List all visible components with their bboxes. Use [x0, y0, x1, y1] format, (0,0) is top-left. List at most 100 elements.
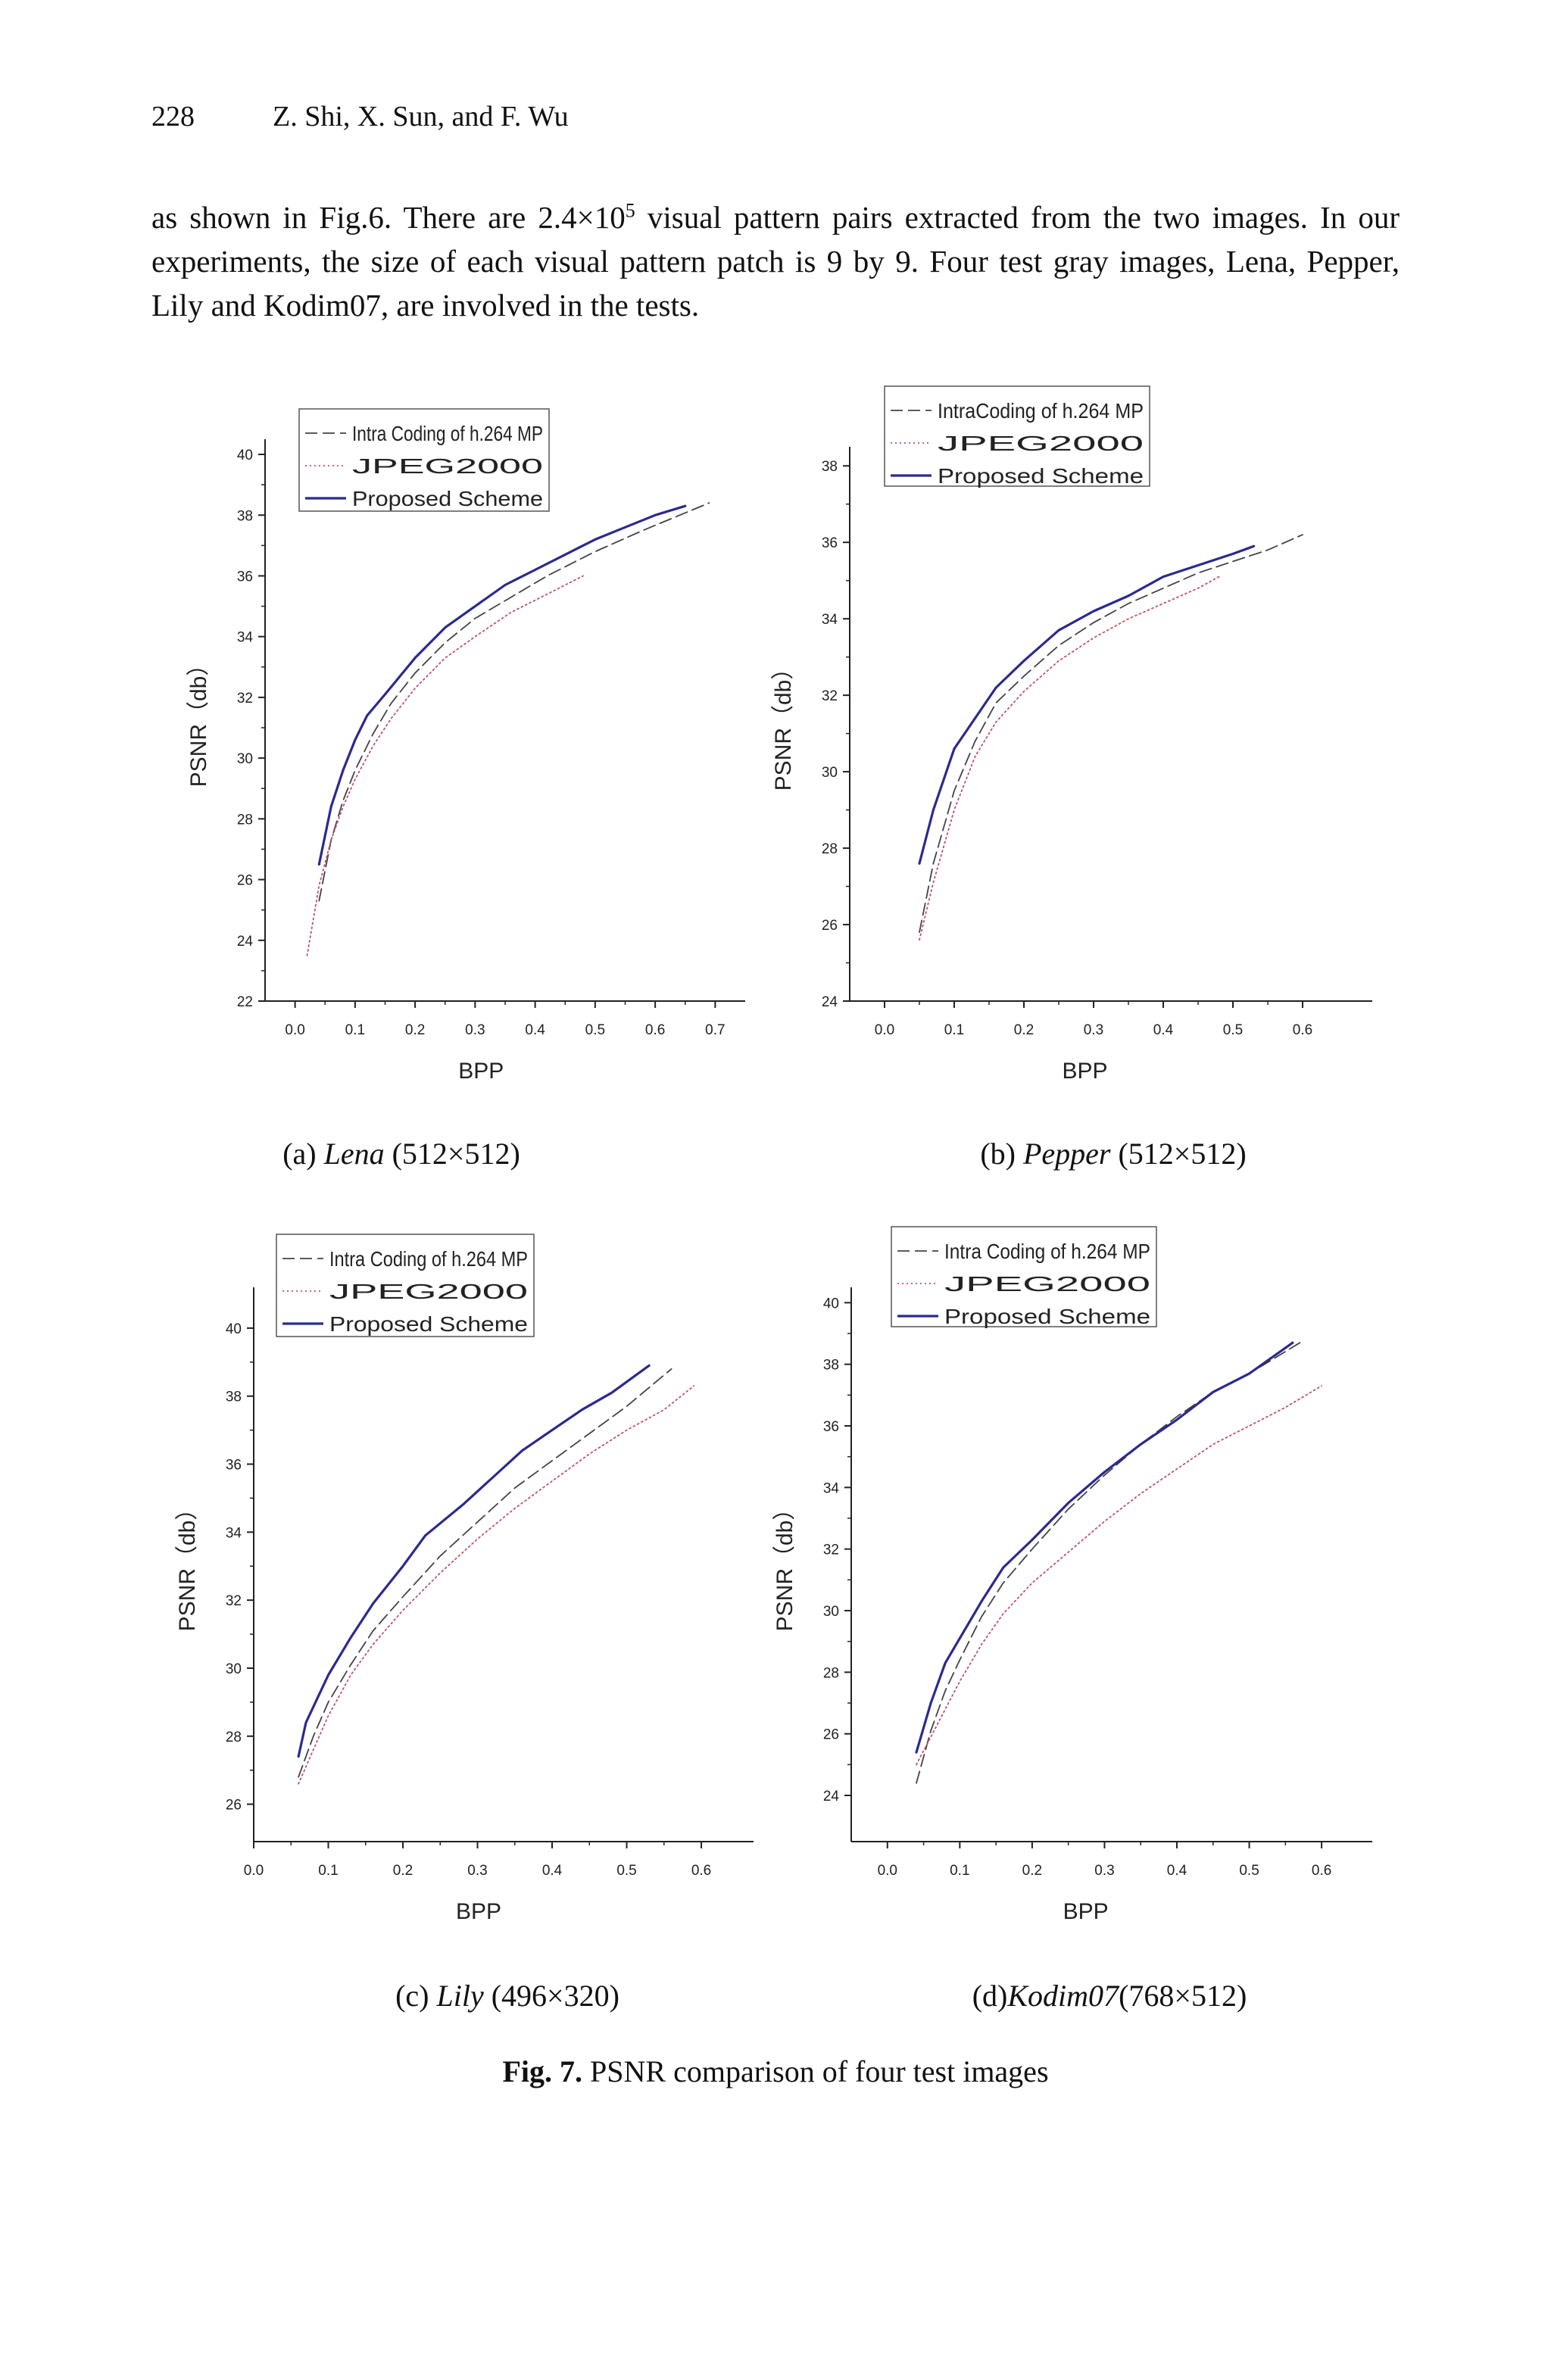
- x-tick-label: 0.2: [1022, 1863, 1042, 1879]
- x-tick-label: 0.4: [525, 1022, 545, 1038]
- y-tick-label: 40: [237, 448, 253, 463]
- y-tick-label: 30: [237, 751, 253, 767]
- y-axis-title: PSNR（db）: [772, 1498, 797, 1632]
- subcaption-b: (b) Pepper (512×512): [924, 1136, 1303, 1171]
- figure-caption: Fig. 7. PSNR comparison of four test ima…: [0, 2054, 1551, 2089]
- legend-label: Intra Coding of h.264 MP: [329, 1247, 528, 1271]
- x-tick-label: 0.1: [345, 1022, 365, 1038]
- subcaption-size: (768×512): [1119, 1979, 1247, 2013]
- running-head-authors: Z. Shi, X. Sun, and F. Wu: [273, 101, 569, 133]
- chart-kodim07: 24 26 28 30 32 34 36 38 40 0.0 0.1 0.2 0.3 0.4 0.5 0.6 B…: [772, 1226, 1372, 1924]
- x-axis-title: BPP: [1062, 1059, 1107, 1084]
- y-tick-label: 38: [822, 459, 838, 475]
- x-tick-label: 0.3: [1084, 1022, 1103, 1038]
- subcaption-size: (512×512): [392, 1137, 520, 1171]
- x-tick-label: 0.2: [405, 1022, 425, 1038]
- y-tick-label: 30: [226, 1661, 242, 1677]
- y-tick-label: 28: [237, 812, 253, 828]
- y-tick-label: 34: [822, 612, 838, 628]
- y-tick-label: 24: [822, 994, 838, 1010]
- y-tick-label: 32: [226, 1593, 242, 1609]
- subcaption-a: (a) Lena (512×512): [212, 1136, 591, 1171]
- subcaption-letter: (a): [282, 1137, 317, 1171]
- legend-label: IntraCoding of h.264 MP: [938, 399, 1144, 423]
- subcaption-image-name: Kodim07: [1007, 1979, 1119, 2013]
- x-axis-title: BPP: [1063, 1899, 1109, 1924]
- x-tick-label: 0.0: [244, 1863, 264, 1879]
- y-tick-label: 40: [823, 1296, 839, 1312]
- y-tick-label: 26: [226, 1798, 242, 1814]
- y-tick-label: 38: [823, 1358, 839, 1374]
- series-line-solid: [915, 1341, 1294, 1754]
- legend-box: [884, 385, 1150, 487]
- legend-label: JPEG2000: [944, 1272, 1150, 1296]
- y-tick-label: 38: [226, 1390, 242, 1405]
- subcaption-letter: (c): [395, 1979, 429, 2013]
- x-axis-title: BPP: [456, 1899, 501, 1924]
- y-tick-label: 40: [226, 1321, 242, 1337]
- y-tick-label: 32: [237, 691, 253, 707]
- y-tick-label: 36: [226, 1458, 242, 1474]
- y-tick-label: 22: [237, 994, 253, 1010]
- y-tick-label: 34: [226, 1525, 242, 1541]
- x-tick-label: 0.2: [1014, 1022, 1034, 1038]
- series-line-dotted: [919, 576, 1220, 941]
- subcaption-c: (c) Lily (496×320): [318, 1978, 697, 2013]
- series-line-solid: [297, 1364, 651, 1758]
- y-tick-label: 36: [823, 1419, 839, 1435]
- legend-box: [276, 1234, 535, 1337]
- body-text-part2: visual pattern pairs extracted from the …: [151, 200, 1400, 323]
- y-tick-label: 26: [822, 918, 838, 934]
- subcaption-d: (d)Kodim07(768×512): [920, 1978, 1299, 2013]
- subcaption-image-name: Lena: [323, 1137, 385, 1171]
- body-text-superscript: 5: [625, 199, 635, 222]
- y-tick-label: 36: [822, 535, 838, 551]
- y-tick-label: 24: [823, 1789, 840, 1804]
- x-tick-label: 0.7: [705, 1022, 725, 1038]
- y-tick-label: 34: [237, 630, 254, 646]
- series-line-dotted: [306, 575, 584, 956]
- legend-label: JPEG2000: [938, 432, 1144, 455]
- subcaption-size: (496×320): [491, 1979, 619, 2013]
- series-line-dashed: [298, 1368, 673, 1778]
- legend-label: Proposed Scheme: [938, 464, 1144, 488]
- page-number: 228: [151, 101, 195, 133]
- y-tick-label: 34: [823, 1480, 840, 1496]
- chart-pepper: 24 26 28 30 32 34 36 38 0.0 0.1 0.2 0.3 0.4 0.5 0.6 BPP…: [771, 385, 1372, 1084]
- x-tick-label: 0.4: [542, 1863, 563, 1879]
- x-tick-label: 0.1: [944, 1022, 964, 1038]
- x-tick-label: 0.6: [691, 1863, 711, 1879]
- chart-lena: 22 24 26 28 30 32 34 36 38 40 0.0 0.1 0.2 0.3 0.4 0.5 0.…: [186, 408, 745, 1084]
- y-tick-label: 38: [237, 508, 253, 524]
- x-tick-label: 0.0: [875, 1022, 894, 1038]
- x-tick-label: 0.1: [318, 1863, 338, 1879]
- figure-caption-text: PSNR comparison of four test images: [582, 2054, 1049, 2088]
- y-axis-title: PSNR（db）: [175, 1498, 200, 1632]
- legend-label: Proposed Scheme: [352, 487, 543, 510]
- body-text-part1: as shown in Fig.6. There are 2.4×10: [151, 200, 626, 235]
- y-tick-label: 32: [823, 1542, 839, 1558]
- x-tick-label: 0.2: [393, 1863, 413, 1879]
- legend-label: JPEG2000: [329, 1280, 528, 1303]
- y-axis-title: PSNR（db）: [771, 657, 796, 791]
- series-line-solid: [317, 504, 687, 866]
- series-line-dotted: [916, 1385, 1322, 1766]
- y-tick-label: 26: [823, 1727, 839, 1743]
- legend-label: Intra Coding of h.264 MP: [944, 1240, 1150, 1263]
- y-tick-label: 28: [226, 1730, 242, 1745]
- y-tick-label: 28: [822, 841, 838, 857]
- body-paragraph: as shown in Fig.6. There are 2.4×105 vis…: [151, 195, 1400, 327]
- running-head: 228 Z. Shi, X. Sun, and F. Wu: [151, 100, 569, 133]
- x-tick-label: 0.3: [467, 1863, 487, 1879]
- x-tick-label: 0.5: [1223, 1022, 1243, 1038]
- y-tick-label: 24: [237, 934, 254, 950]
- y-tick-label: 32: [822, 688, 838, 704]
- x-tick-label: 0.3: [1094, 1863, 1114, 1879]
- series-line-solid: [918, 544, 1256, 865]
- series-line-dashed: [318, 502, 710, 902]
- series-line-dotted: [298, 1385, 695, 1785]
- series-line-dashed: [919, 534, 1303, 933]
- x-tick-label: 0.5: [585, 1022, 605, 1038]
- x-tick-label: 0.0: [285, 1022, 304, 1038]
- x-tick-label: 0.4: [1153, 1022, 1174, 1038]
